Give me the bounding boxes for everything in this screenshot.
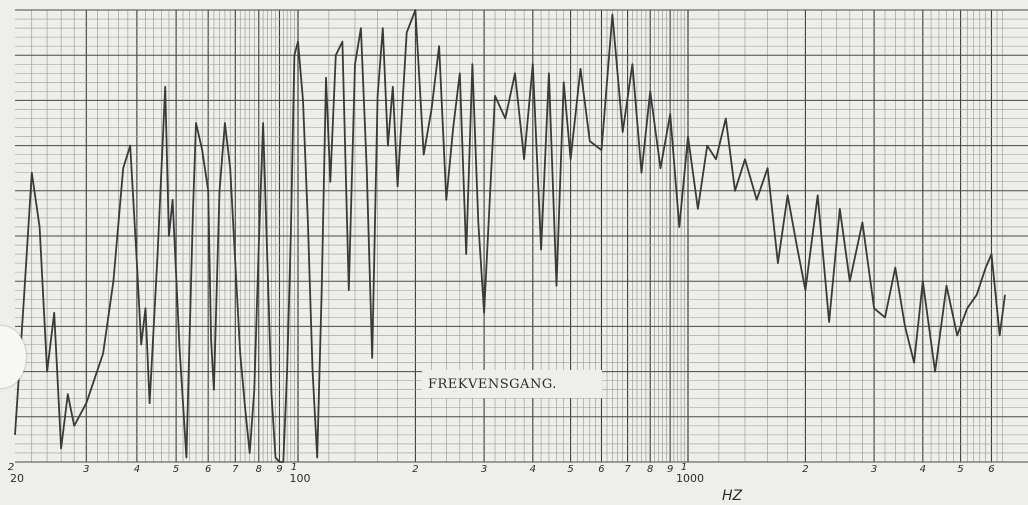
x-axis-title: HZ [722,488,743,504]
x-tick-label: 5 [173,464,179,475]
annotation-backdrop [422,370,602,398]
x-tick-label: 4 [134,464,140,475]
x-tick-label: 2 [8,462,14,473]
x-tick-label: 3 [481,464,487,475]
x-tick-label: 1 [291,462,297,473]
x-tick-label: 7 [232,464,239,475]
x-tick-label: 6 [988,464,994,475]
x-tick-label: 2 [802,464,808,475]
chart-annotation: FREKVENSGANG. [428,377,557,392]
x-tick-label: 1 [681,462,687,473]
x-tick-label: 4 [920,464,926,475]
x-tick-label: 5 [567,464,573,475]
x-decade-label: 1000 [676,472,704,485]
x-tick-label: 2 [412,464,418,475]
x-tick-label: 3 [871,464,877,475]
x-decade-label: 100 [290,472,311,485]
x-tick-label: 6 [598,464,604,475]
response-trace-line [14,9,1006,463]
x-tick-label: 9 [276,464,282,475]
x-tick-label: 6 [205,464,211,475]
x-tick-label: 9 [667,464,673,475]
x-tick-label: 3 [83,464,89,475]
x-decade-label: 20 [10,472,24,485]
x-tick-label: 7 [624,464,631,475]
x-tick-label: 8 [256,464,262,475]
x-tick-label: 8 [647,464,653,475]
chart-grid [15,9,1028,463]
x-tick-label: 4 [530,464,536,475]
x-tick-label: 5 [957,464,963,475]
